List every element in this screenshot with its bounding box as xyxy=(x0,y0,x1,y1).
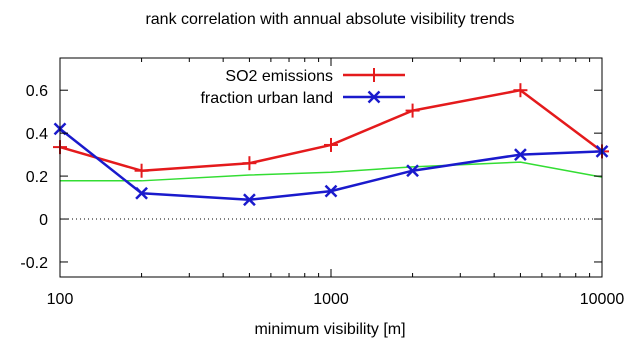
x-axis-label: minimum visibility [m] xyxy=(254,321,405,338)
x-tick-label: 1000 xyxy=(313,291,349,308)
series-layer xyxy=(53,83,609,207)
axes: -0.2 0 0.2 0.4 0.6 100 1000 10000 xyxy=(20,57,625,308)
data-point-x-b xyxy=(514,148,527,162)
chart-title: rank correlation with annual absolute vi… xyxy=(145,11,514,28)
legend-label: fraction urban land xyxy=(200,90,333,107)
y-tick-label: 0.2 xyxy=(26,169,48,186)
legend-label: SO2 emissions xyxy=(225,68,333,85)
data-point-x-b xyxy=(243,193,256,207)
y-tick-label: 0.4 xyxy=(26,126,48,143)
data-point-x-b xyxy=(406,164,419,178)
data-point-x-b xyxy=(367,90,381,104)
y-tick-label: 0.6 xyxy=(26,83,48,100)
x-tick-label: 100 xyxy=(47,291,74,308)
x-tick-label: 10000 xyxy=(580,291,625,308)
legend: SO2 emissions fraction urban land xyxy=(200,68,405,107)
data-point-x-b xyxy=(135,186,148,200)
y-tick-label: -0.2 xyxy=(20,255,48,272)
data-point-x-b xyxy=(324,184,338,198)
series-line-2 xyxy=(60,161,603,182)
y-tick-label: 0 xyxy=(39,212,48,229)
